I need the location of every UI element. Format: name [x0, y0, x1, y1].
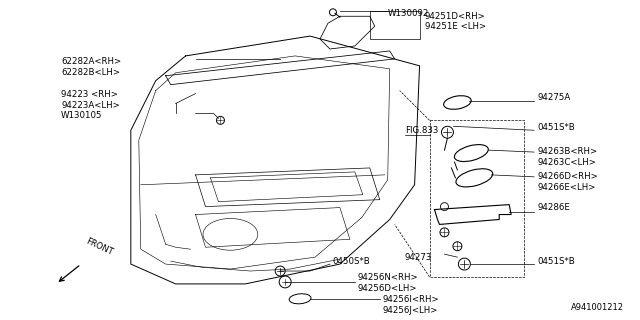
Text: 94223 <RH>: 94223 <RH> [61, 90, 118, 99]
Text: A941001212: A941001212 [571, 303, 623, 312]
Text: 0451S*B: 0451S*B [537, 123, 575, 132]
Text: 94266D<RH>: 94266D<RH> [537, 172, 598, 181]
Text: 0451S*B: 0451S*B [537, 257, 575, 266]
Text: 94266E<LH>: 94266E<LH> [537, 183, 595, 192]
Text: 94256D<LH>: 94256D<LH> [358, 284, 417, 293]
Text: W130105: W130105 [61, 111, 102, 120]
Text: 62282B<LH>: 62282B<LH> [61, 68, 120, 77]
Text: 94275A: 94275A [537, 93, 570, 102]
Text: FIG.833: FIG.833 [404, 126, 438, 135]
Text: 94251E <LH>: 94251E <LH> [424, 22, 486, 31]
Text: FRONT: FRONT [84, 237, 114, 257]
Text: W130092: W130092 [388, 9, 429, 18]
Text: 62282A<RH>: 62282A<RH> [61, 57, 121, 66]
Text: 94286E: 94286E [537, 203, 570, 212]
Text: 94273: 94273 [404, 253, 432, 262]
Text: 94263C<LH>: 94263C<LH> [537, 158, 596, 167]
Text: 94256J<LH>: 94256J<LH> [383, 306, 438, 315]
Text: 94251D<RH>: 94251D<RH> [424, 12, 485, 21]
Text: 94256N<RH>: 94256N<RH> [358, 273, 419, 282]
Text: 94223A<LH>: 94223A<LH> [61, 100, 120, 109]
Text: 94263B<RH>: 94263B<RH> [537, 147, 597, 156]
Text: 0450S*B: 0450S*B [332, 257, 370, 266]
Text: 94256I<RH>: 94256I<RH> [383, 295, 439, 304]
